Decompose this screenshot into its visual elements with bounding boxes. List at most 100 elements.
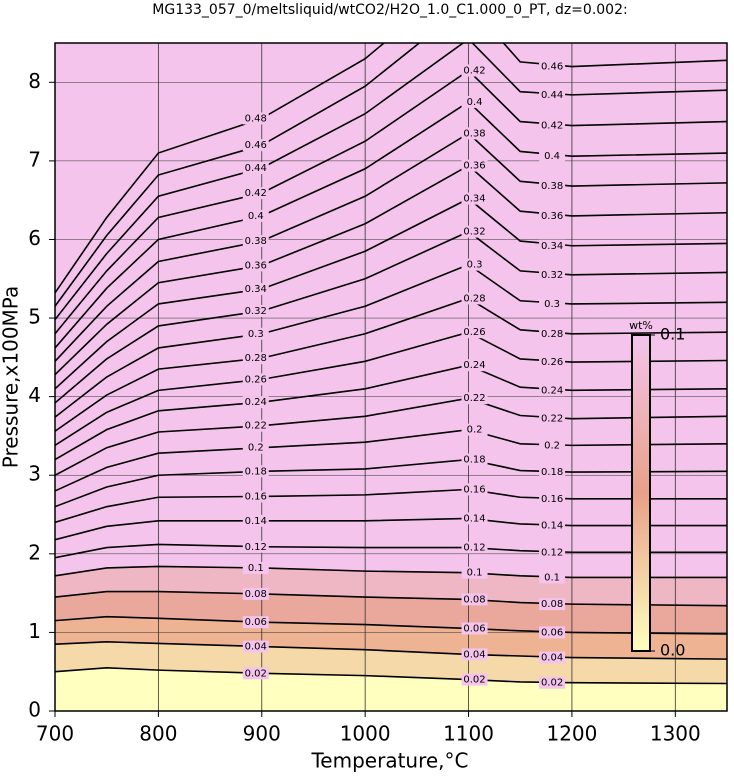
colorbar [631, 334, 651, 652]
contour-label-bg [242, 139, 269, 152]
contour-label-bg [539, 384, 566, 397]
contour-label: 0.32 [245, 306, 267, 317]
contour-label: 0.22 [463, 393, 485, 404]
contour-label-bg [242, 187, 269, 200]
contour-label: 0.02 [541, 678, 563, 689]
contour-label-bg [242, 540, 269, 553]
colorbar-tick-label: 0.0 [660, 641, 685, 660]
contour-label: 0.34 [541, 241, 563, 252]
contour-label: 0.16 [245, 491, 267, 502]
contour-label: 0.42 [463, 66, 485, 77]
contour-label: 0.3 [467, 260, 483, 271]
contour-label: 0.16 [541, 494, 563, 505]
contour-label: 0.1 [467, 568, 483, 579]
contour-label: 0.38 [463, 128, 485, 139]
contour-label: 0.18 [541, 467, 563, 478]
contour-label-bg [539, 492, 566, 505]
contour-label-bg [242, 112, 269, 125]
contour-label: 0.18 [245, 466, 267, 477]
x-tick-label: 1300 [650, 722, 701, 746]
contour-label-bg [539, 571, 566, 584]
contour-label: 0.14 [541, 521, 563, 532]
contour-label: 0.4 [544, 151, 560, 162]
contour-label-bg [461, 192, 488, 205]
contour-label: 0.38 [541, 181, 563, 192]
contour-label-bg [461, 159, 488, 172]
chart-title: MG133_057_0/meltsliquid/wtCO2/H2O_1.0_C1… [152, 2, 627, 18]
contour-label: 0.44 [541, 90, 563, 101]
contour-label-bg [242, 373, 269, 386]
contour-label-bg [461, 392, 488, 405]
contour-label: 0.26 [245, 374, 267, 385]
contour-label-bg [539, 180, 566, 193]
contour-label: 0.14 [245, 516, 267, 527]
contour-label-bg [461, 541, 488, 554]
contour-label: 0.38 [245, 236, 267, 247]
contour-label-bg [461, 483, 488, 496]
contour-label-bg [539, 676, 566, 689]
contour-label-bg [461, 258, 488, 271]
contour-line [55, 43, 386, 294]
y-tick-label: 5 [28, 305, 41, 329]
contour-label: 0.34 [245, 284, 267, 295]
contour-label: 0.28 [463, 293, 485, 304]
contour-label-bg [539, 209, 566, 222]
x-tick-label: 900 [243, 722, 281, 746]
contour-label-bg [242, 282, 269, 295]
contour-label: 0.48 [245, 113, 267, 124]
contour-label-bg [242, 616, 269, 629]
contour-label-bg [461, 423, 488, 436]
contour-label-bg [539, 60, 566, 73]
contour-label-bg [242, 235, 269, 248]
contour-label: 0.46 [245, 140, 267, 151]
contour-label: 0.24 [541, 385, 563, 396]
contour-label: 0.26 [463, 327, 485, 338]
contour-label-bg [242, 465, 269, 478]
contour-label-bg [461, 292, 488, 305]
contour-label-bg [242, 259, 269, 272]
contour-label-bg [461, 95, 488, 108]
contour-label: 0.24 [245, 397, 267, 408]
contour-label-bg [539, 519, 566, 532]
contour-label: 0.04 [463, 649, 485, 660]
contour-label-bg [539, 466, 566, 479]
overlay: 700 800 900 1000 1100 1200 1300012345678wt%0.0… [28, 42, 728, 746]
contour-label-bg [461, 225, 488, 238]
contour-label-bg [461, 359, 488, 372]
contour-label: 0.2 [467, 425, 483, 436]
x-tick-label: 1200 [546, 722, 597, 746]
contour-label: 0.32 [463, 227, 485, 238]
contour-label-bg [461, 64, 488, 77]
contour-label: 0.1 [544, 572, 560, 583]
contour-label-bg [539, 327, 566, 340]
contour-label-bg [539, 119, 566, 132]
contour-label-bg [461, 512, 488, 525]
contour-label-bg [539, 150, 566, 163]
colorbar-label: wt% [629, 319, 653, 332]
contour-label-bg [242, 304, 269, 317]
contour-label-bg [539, 88, 566, 101]
contour-label-bg [242, 667, 269, 680]
contour-label: 0.34 [463, 194, 485, 205]
contour-label: 0.1 [248, 563, 264, 574]
contour-label-bg [242, 327, 269, 340]
x-tick-label: 1000 [340, 722, 391, 746]
contour-label-bg [539, 297, 566, 310]
contour-label-bg [242, 490, 269, 503]
contour-label: 0.4 [248, 211, 264, 222]
contour-label: 0.22 [541, 414, 563, 425]
x-tick-label: 700 [36, 722, 74, 746]
contour-label-bg [242, 352, 269, 365]
contour-label-bg [242, 640, 269, 653]
contour-label-bg [539, 239, 566, 252]
y-tick-label: 2 [28, 540, 41, 564]
contour-label: 0.18 [463, 455, 485, 466]
plot-area: 0.02 0.02 0.02 0.04 0.04 0.04 0.06 0.06 0.06 0.08… [55, 43, 727, 711]
contour-label: 0.32 [541, 270, 563, 281]
contour-label-bg [461, 326, 488, 339]
contour-label-bg [461, 566, 488, 579]
contour-label-bg [242, 587, 269, 600]
y-tick-label: 1 [28, 619, 41, 643]
contour-label: 0.02 [463, 675, 485, 686]
x-axis-label: Temperature,°C [310, 749, 468, 773]
